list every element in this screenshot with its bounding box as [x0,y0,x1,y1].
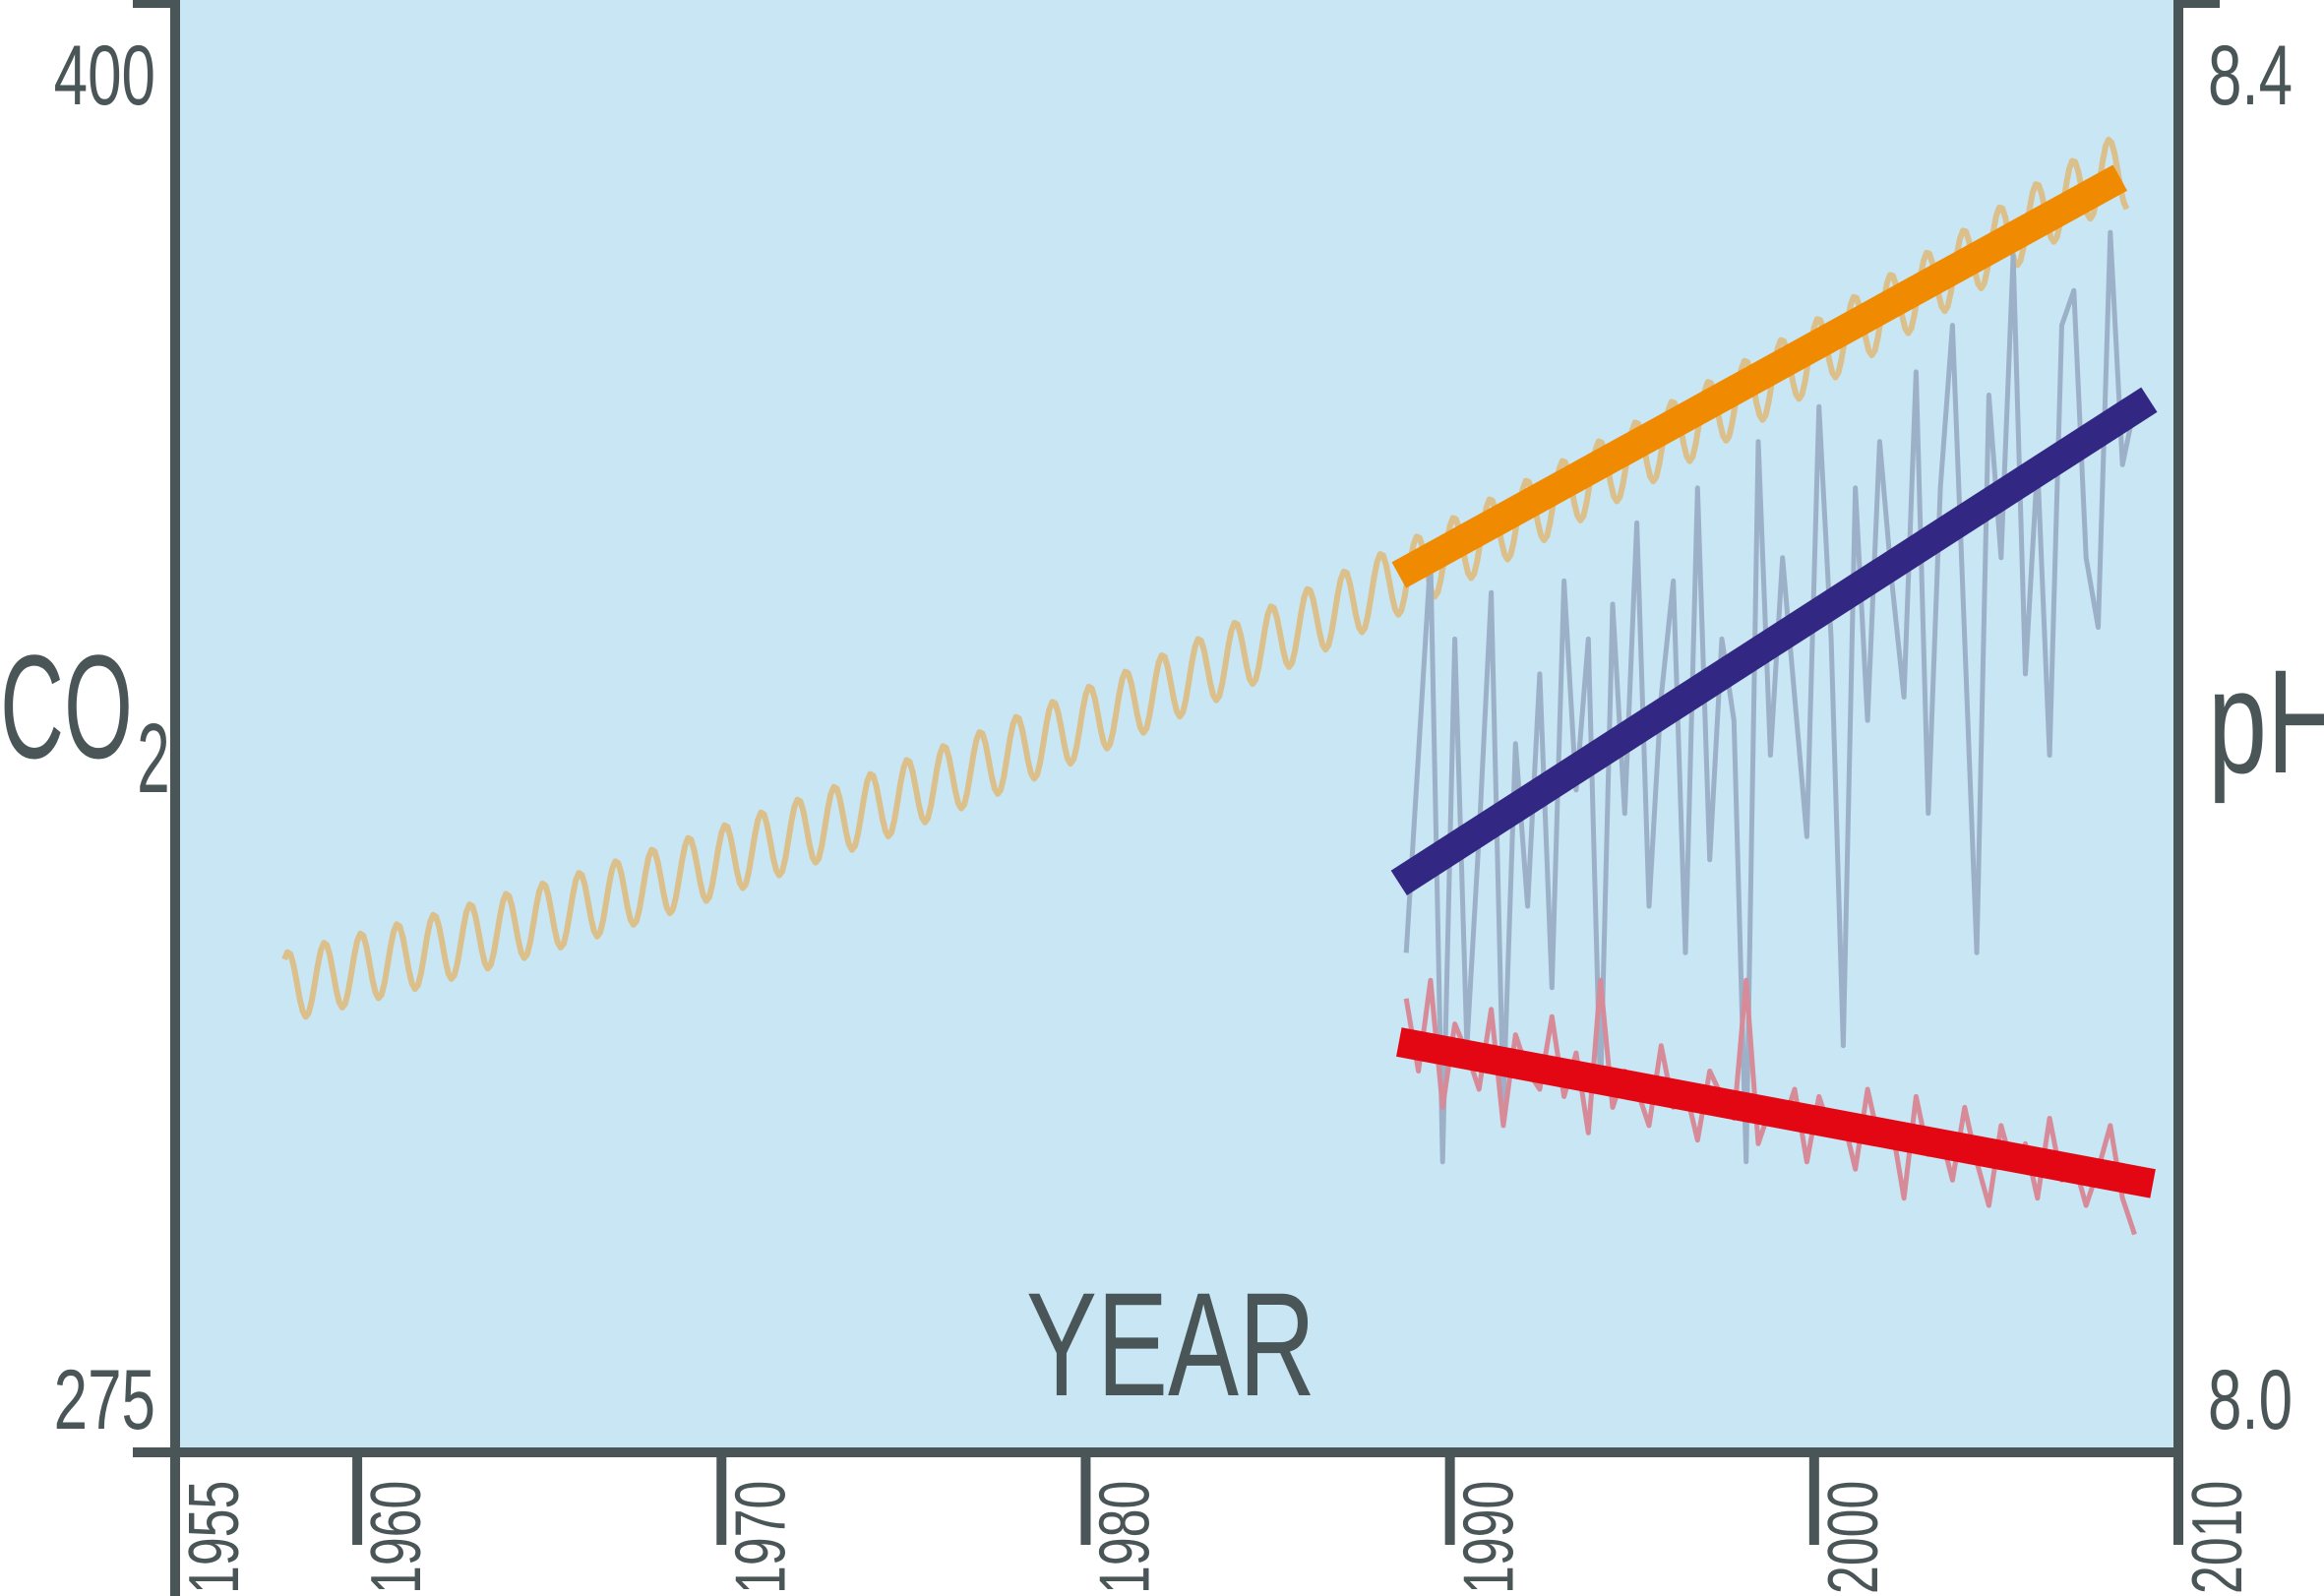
x-tick-label-2010: 2010 [2178,1481,2257,1594]
x-tick-label-1955: 1955 [175,1481,254,1594]
seawater-pco2-line [1403,229,2137,1165]
y-tick-right-8-0: 8.0 [2208,1352,2293,1446]
y-tick-right-8-4: 8.4 [2208,28,2293,122]
seawater-ph-trend-line [1396,1027,2156,1198]
series-layer [281,136,2158,1236]
x-axis-title: YEAR [1026,1262,1315,1428]
x-tick-label-1980: 1980 [1085,1481,1164,1594]
co2-label: CO [0,625,133,789]
co2-subscript: 2 [137,704,169,814]
y-tick-left-400: 400 [54,28,155,122]
plot-background [175,0,2178,1452]
x-tick-label-2000: 2000 [1814,1481,1893,1594]
x-tick-label-1990: 1990 [1449,1481,1528,1594]
x-tick-labels: 1955 1960 1970 1980 1990 2000 2010 [175,1481,2257,1594]
atmospheric-co2-trend-line [1391,164,2128,588]
seawater-pco2-trend-line [1390,387,2158,896]
x-tick-label-1970: 1970 [721,1481,800,1594]
axes-layer [133,0,2220,1596]
y-axis-left-title: CO 2 [0,625,170,813]
y-tick-left-275: 275 [54,1352,155,1446]
atmospheric-co2-line [281,136,2130,1020]
x-tick-label-1960: 1960 [357,1481,436,1594]
y-axis-right-title: pH [2208,640,2324,805]
